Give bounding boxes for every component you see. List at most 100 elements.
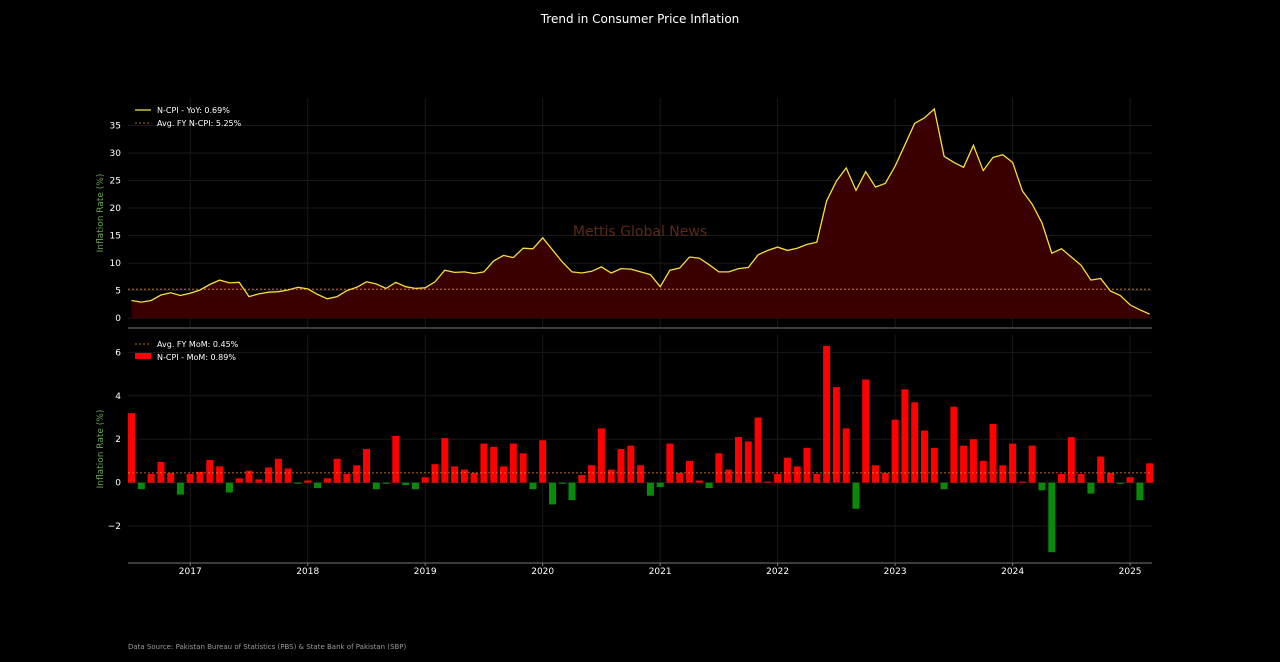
mom-bar (490, 446, 498, 483)
mom-bar (1126, 477, 1134, 483)
mom-bars (128, 345, 1154, 553)
mom-bar (128, 413, 135, 483)
mom-bar (1067, 437, 1075, 483)
x-tick-label: 2022 (766, 567, 789, 577)
mom-bar (1116, 482, 1124, 484)
mom-bar (421, 477, 429, 483)
mom-bar (284, 468, 292, 483)
mom-bar (783, 457, 791, 483)
mom-bar (686, 460, 693, 483)
mom-bar (245, 470, 253, 483)
yoy-y-tick-label: 0 (115, 314, 121, 324)
mom-bar (1107, 472, 1114, 483)
mom-bar (1097, 456, 1105, 483)
yoy-legend-series: N-CPI - YoY: 0.69% (157, 106, 230, 115)
x-tick-label: 2024 (1001, 567, 1024, 577)
mom-bar (940, 482, 948, 490)
mom-legend-bar-swatch (135, 353, 151, 359)
mom-bar (1136, 482, 1144, 501)
mom-bar (1087, 482, 1095, 494)
watermark: Mettis Global News (573, 224, 707, 240)
mom-bar (999, 465, 1007, 483)
mom-bar (617, 449, 625, 483)
mom-y-ticks: −2 0 2 4 6 (108, 348, 122, 532)
mom-bar (157, 462, 165, 483)
mom-y-axis-label: Inflation Rate (%) (96, 410, 106, 489)
data-source-note: Data Source: Pakistan Bureau of Statisti… (128, 643, 407, 651)
mom-bar (323, 478, 331, 483)
mom-bar (597, 428, 605, 483)
mom-bar (176, 482, 184, 495)
mom-bar (725, 469, 733, 483)
yoy-y-tick-label: 15 (110, 232, 121, 242)
mom-bar (1028, 445, 1036, 483)
mom-bar (216, 466, 224, 483)
mom-bar (872, 465, 879, 483)
mom-bar (803, 447, 811, 483)
mom-bar (764, 481, 772, 483)
chart-title: Trend in Consumer Price Inflation (540, 12, 740, 26)
x-tick-label: 2023 (884, 567, 907, 577)
mom-bar (881, 472, 889, 483)
mom-bar (568, 482, 576, 501)
x-tick-label: 2019 (414, 567, 437, 577)
yoy-area-fill (131, 109, 1150, 319)
mom-bar (451, 466, 459, 483)
mom-bar (539, 440, 547, 483)
mom-bar (392, 436, 400, 483)
mom-bar (930, 447, 938, 483)
mom-bar (196, 471, 204, 483)
mom-bar (705, 482, 713, 489)
mom-bar (666, 443, 674, 483)
yoy-legend: N-CPI - YoY: 0.69% Avg. FY N-CPI: 5.25% (135, 106, 242, 128)
mom-bar (265, 467, 273, 483)
mom-bar (137, 482, 145, 490)
mom-bar (842, 428, 850, 483)
mom-bar (147, 474, 155, 483)
x-tick-label: 2017 (179, 567, 202, 577)
mom-bar (167, 472, 175, 483)
yoy-y-tick-label: 10 (110, 259, 122, 269)
mom-bar (891, 419, 899, 483)
mom-bar (735, 437, 742, 483)
mom-bar (294, 482, 302, 484)
mom-bar (715, 453, 723, 483)
mom-bar (353, 465, 361, 483)
mom-bar (832, 387, 840, 483)
mom-bar (1077, 474, 1085, 483)
mom-bar (969, 439, 977, 483)
mom-bar (558, 482, 566, 484)
mom-bar (441, 438, 449, 483)
mom-bar (382, 482, 390, 484)
mom-bar (813, 474, 821, 483)
mom-bar (911, 402, 919, 483)
mom-y-tick-label: −2 (108, 522, 121, 532)
mom-bar (960, 445, 968, 483)
x-tick-label: 2021 (649, 567, 672, 577)
mom-bar (921, 430, 928, 483)
mom-bar (607, 469, 615, 483)
mom-bar (676, 472, 684, 483)
mom-bar (500, 466, 507, 483)
x-tick-label: 2018 (296, 567, 319, 577)
mom-bar (411, 482, 419, 490)
mom-bar (274, 458, 282, 483)
mom-bar (304, 480, 312, 483)
yoy-y-ticks: 0 5 10 15 20 25 30 35 (110, 122, 122, 325)
mom-bar (637, 465, 645, 483)
mom-bar (862, 379, 870, 483)
mom-bar (431, 464, 439, 483)
mom-bar (186, 474, 194, 483)
mom-bar (695, 480, 703, 483)
yoy-y-tick-label: 25 (110, 177, 121, 187)
mom-bar (1009, 443, 1017, 483)
mom-bar (950, 406, 958, 483)
mom-legend-average: Avg. FY MoM: 0.45% (157, 340, 239, 349)
yoy-y-tick-label: 35 (110, 122, 121, 132)
yoy-y-tick-label: 20 (110, 204, 122, 214)
yoy-y-tick-label: 5 (115, 287, 121, 297)
mom-bar (225, 482, 233, 493)
mom-bar (460, 469, 468, 483)
